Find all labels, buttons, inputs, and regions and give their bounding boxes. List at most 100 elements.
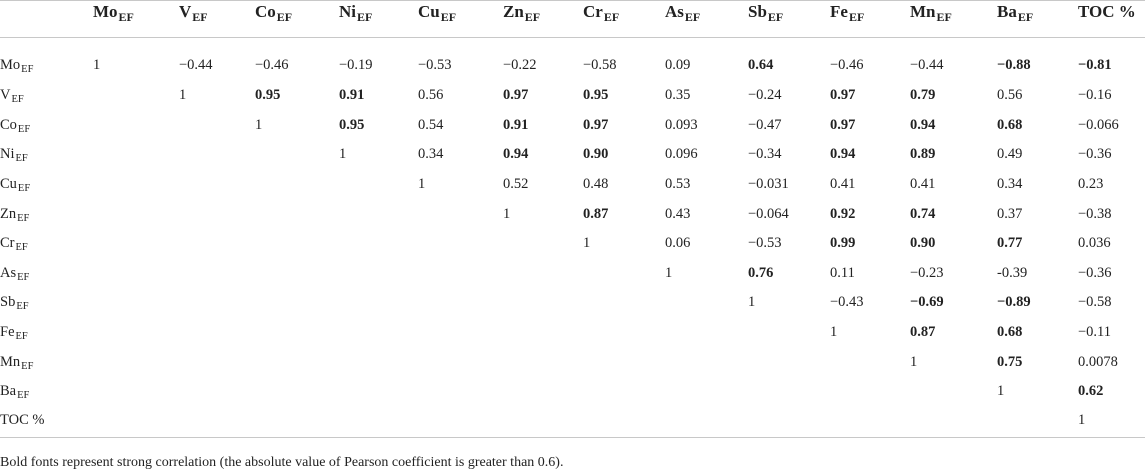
column-header: ZnEF	[503, 2, 540, 27]
label-subscript: EF	[440, 10, 457, 24]
table-cell: −0.53	[418, 57, 452, 73]
label-main: TOC %	[1078, 2, 1136, 21]
table-cell: 0.036	[1078, 235, 1111, 251]
label-main: Mo	[0, 57, 21, 73]
table-cell: 0.49	[997, 146, 1023, 162]
table-cell: −0.88	[997, 57, 1031, 73]
table-cell: 0.56	[418, 87, 444, 103]
label-subscript: EF	[936, 10, 952, 24]
label-main: Cr	[0, 235, 15, 251]
table-cell: −0.53	[748, 235, 782, 251]
label-subscript: EF	[17, 272, 30, 283]
label-main: V	[179, 2, 192, 21]
column-header: AsEF	[665, 2, 700, 27]
row-label: SbEF	[0, 293, 29, 316]
table-cell: 0.53	[665, 176, 691, 192]
table-cell: 1	[665, 265, 673, 281]
label-subscript: EF	[21, 361, 34, 372]
label-main: Zn	[0, 206, 17, 222]
table-cell: 0.89	[910, 146, 936, 162]
label-subscript: EF	[17, 390, 30, 401]
table-cell: 1	[503, 206, 511, 222]
label-main: As	[0, 265, 17, 281]
label-main: Mn	[0, 354, 21, 370]
label-main: Fe	[830, 2, 848, 21]
table-cell: 0.0078	[1078, 354, 1118, 370]
label-main: Fe	[0, 324, 15, 340]
row-label: FeEF	[0, 323, 28, 346]
table-cell: −0.44	[179, 57, 213, 73]
table-cell: -0.39	[997, 265, 1028, 281]
table-cell: −0.34	[748, 146, 782, 162]
table-cell: 1	[1078, 412, 1086, 428]
table-cell: 0.97	[583, 117, 609, 133]
header-rule	[0, 37, 1145, 38]
table-cell: −0.69	[910, 294, 944, 310]
label-subscript: EF	[21, 64, 34, 75]
label-subscript: EF	[1017, 10, 1034, 24]
row-label: CuEF	[0, 175, 30, 198]
row-label: ZnEF	[0, 205, 29, 228]
label-main: Sb	[748, 2, 767, 21]
table-cell: 0.64	[748, 57, 774, 73]
row-label: AsEF	[0, 264, 29, 287]
table-cell: 0.77	[997, 235, 1023, 251]
table-cell: 0.95	[255, 87, 281, 103]
label-main: Cr	[583, 2, 603, 21]
table-cell: 1	[583, 235, 591, 251]
table-cell: 0.09	[665, 57, 691, 73]
table-cell: −0.58	[583, 57, 617, 73]
column-header: BaEF	[997, 2, 1033, 27]
column-header: TOC %	[1078, 2, 1136, 22]
column-header: CrEF	[583, 2, 619, 27]
table-top-rule	[0, 0, 1145, 1]
label-subscript: EF	[17, 183, 31, 194]
label-main: Ni	[339, 2, 356, 21]
table-cell: 1	[418, 176, 426, 192]
table-cell: 0.97	[830, 87, 856, 103]
row-label: CrEF	[0, 234, 28, 257]
label-main: Ni	[0, 146, 15, 162]
table-cell: −0.064	[748, 206, 789, 222]
label-subscript: EF	[276, 10, 293, 24]
table-cell: 0.096	[665, 146, 698, 162]
table-cell: 0.68	[997, 324, 1023, 340]
table-cell: 0.06	[665, 235, 691, 251]
label-main: Cu	[0, 176, 17, 192]
row-label: TOC %	[0, 411, 44, 429]
row-label: MnEF	[0, 353, 33, 376]
table-cell: −0.066	[1078, 117, 1119, 133]
column-header: NiEF	[339, 2, 372, 27]
table-cell: −0.46	[830, 57, 864, 73]
table-cell: 0.91	[503, 117, 529, 133]
table-cell: −0.16	[1078, 87, 1112, 103]
table-cell: −0.44	[910, 57, 944, 73]
table-cell: −0.23	[910, 265, 944, 281]
table-cell: 0.99	[830, 235, 856, 251]
table-cell: −0.89	[997, 294, 1031, 310]
label-subscript: EF	[357, 10, 373, 24]
label-subscript: EF	[603, 10, 620, 24]
table-cell: 0.87	[910, 324, 936, 340]
label-subscript: EF	[767, 10, 784, 24]
label-main: As	[665, 2, 684, 21]
row-label: MoEF	[0, 56, 33, 79]
table-cell: 0.91	[339, 87, 365, 103]
table-bottom-rule	[0, 437, 1145, 438]
table-cell: 0.093	[665, 117, 698, 133]
table-cell: −0.36	[1078, 265, 1112, 281]
table-cell: 1	[179, 87, 187, 103]
table-cell: −0.24	[748, 87, 782, 103]
table-cell: 0.34	[997, 176, 1023, 192]
table-cell: 0.90	[910, 235, 936, 251]
label-subscript: EF	[684, 10, 701, 24]
table-cell: 0.97	[830, 117, 856, 133]
table-cell: 0.11	[830, 265, 855, 281]
table-cell: −0.11	[1078, 324, 1112, 340]
column-header: MnEF	[910, 2, 952, 27]
table-cell: 0.97	[503, 87, 529, 103]
table-cell: 1	[997, 383, 1005, 399]
label-main: Co	[255, 2, 276, 21]
table-cell: −0.43	[830, 294, 864, 310]
label-subscript: EF	[17, 124, 31, 135]
